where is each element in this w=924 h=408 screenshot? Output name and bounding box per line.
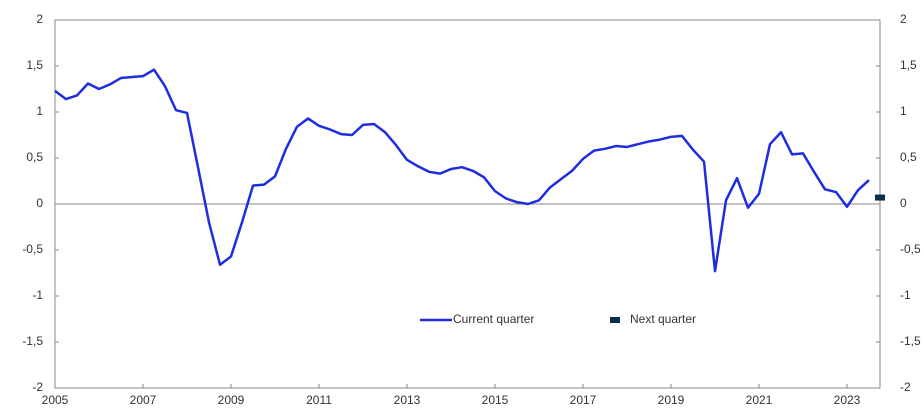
x-tick-label: 2011	[306, 393, 332, 407]
x-tick-label: 2007	[130, 393, 157, 407]
y2-tick-label: -2	[900, 380, 911, 394]
x-tick-label: 2019	[658, 393, 685, 407]
y-tick-label: -0,5	[22, 242, 43, 256]
legend-label: Next quarter	[630, 312, 696, 326]
y2-tick-label: 1,5	[900, 58, 917, 72]
y2-tick-label: -1,5	[900, 334, 921, 348]
y2-tick-label: -1	[900, 288, 911, 302]
y-tick-label: -1	[32, 288, 43, 302]
y2-tick-label: 1	[900, 104, 907, 118]
x-tick-label: 2023	[834, 393, 861, 407]
y2-tick-label: -0,5	[900, 242, 921, 256]
y-tick-label: 1,5	[26, 58, 43, 72]
y2-tick-label: 2	[900, 12, 907, 26]
y-tick-label: -1,5	[22, 334, 43, 348]
y2-tick-label: 0,5	[900, 150, 917, 164]
y-tick-label: 1	[36, 104, 43, 118]
x-tick-label: 2017	[570, 393, 597, 407]
legend-marker	[610, 317, 620, 323]
y-tick-label: 2	[36, 12, 43, 26]
x-tick-label: 2015	[482, 393, 509, 407]
y-tick-label: 0	[36, 196, 43, 210]
x-tick-label: 2013	[394, 393, 421, 407]
series-line	[54, 68, 870, 273]
series-marker	[875, 194, 885, 201]
y-tick-label: -2	[32, 380, 43, 394]
y-tick-label: 0,5	[26, 150, 43, 164]
x-tick-label: 2009	[218, 393, 245, 407]
legend-label: Current quarter	[453, 312, 534, 326]
x-tick-label: 2021	[746, 393, 773, 407]
y2-tick-label: 0	[900, 196, 907, 210]
x-tick-label: 2005	[42, 393, 69, 407]
